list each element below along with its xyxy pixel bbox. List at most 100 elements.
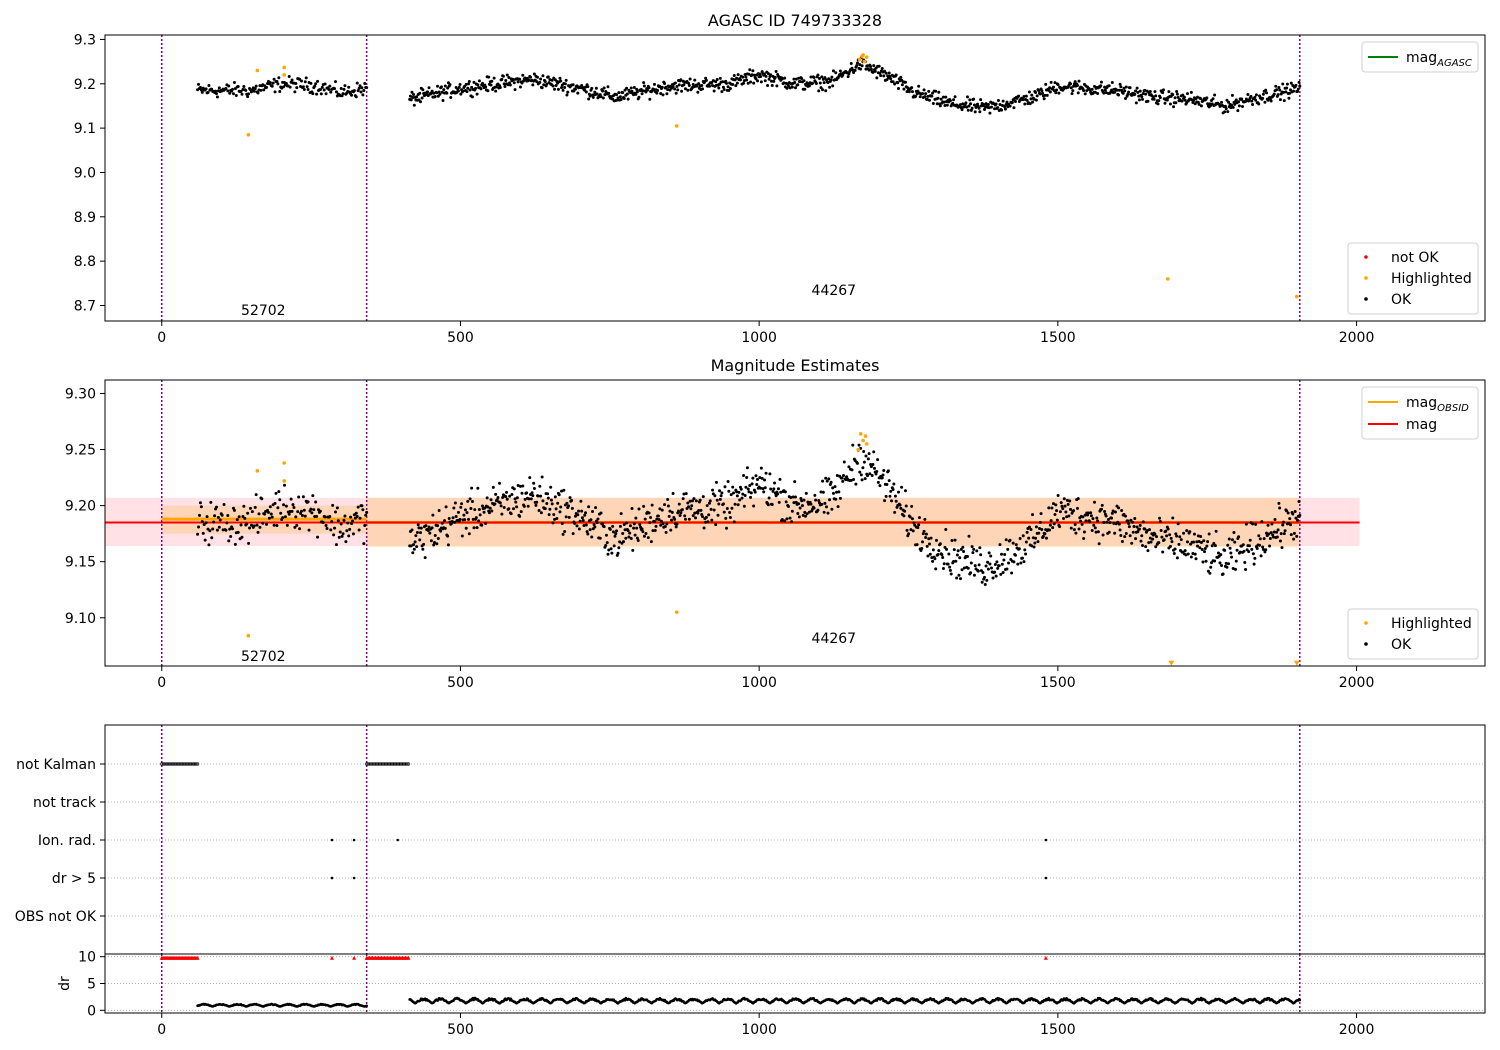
panel2-ok-point — [958, 556, 962, 560]
panel2-ok-point — [333, 510, 337, 514]
panel1-ok-point — [442, 88, 446, 92]
panel2-ok-point — [252, 524, 256, 528]
panel1-ok-point — [714, 80, 718, 84]
panel2-ok-point — [341, 532, 345, 536]
panel2-ok-point — [1165, 534, 1169, 538]
panel2-ok-point — [459, 505, 463, 509]
panel2-ok-point — [624, 536, 628, 540]
panel2-ok-point — [690, 499, 694, 503]
panel1-ok-point — [1041, 91, 1045, 95]
panel1-ok-point — [484, 85, 488, 89]
panel3-flag-point — [181, 762, 185, 766]
panel1-ok-point — [822, 81, 826, 85]
panel1-ok-point — [1127, 90, 1131, 94]
panel2-ok-point — [917, 523, 921, 527]
panel1-ok-point — [821, 88, 825, 92]
panel1-ok-point — [593, 90, 597, 94]
panel2-ok-point — [581, 518, 585, 522]
panel2-ok-point — [297, 495, 301, 499]
panel1-ok-point — [1240, 97, 1244, 101]
panel1-ok-point — [927, 98, 931, 102]
panel1-ok-point — [532, 72, 536, 76]
panel2-ok-point — [959, 547, 963, 551]
panel1-ok-point — [927, 89, 931, 93]
panel1-ok-point — [968, 98, 972, 102]
panel1-ok-point — [792, 77, 796, 81]
panel1-ok-point — [470, 85, 474, 89]
panel2-ok-point — [888, 494, 892, 498]
panel2-ok-point — [1002, 558, 1006, 562]
panel2-highlighted-point — [674, 610, 679, 614]
panel1-ok-point — [756, 79, 760, 83]
panel1-ok-point — [773, 75, 777, 79]
panel2-ok-point — [701, 515, 705, 519]
panel2-ok-point — [265, 522, 269, 526]
panel2-ok-point — [463, 518, 467, 522]
panel3-flag-point — [194, 762, 198, 766]
panel1-ok-point — [586, 85, 590, 89]
panel2-ok-point — [861, 466, 865, 470]
panel1-ok-point — [675, 85, 679, 89]
panel1-ok-point — [294, 81, 298, 85]
panel1-ok-point — [987, 106, 991, 110]
panel1-ok-point — [838, 69, 842, 73]
panel2-ok-point — [1195, 540, 1199, 544]
panel2-ok-point — [1153, 532, 1157, 536]
panel2-ok-point — [467, 532, 471, 536]
panel1-ok-point — [688, 77, 692, 81]
panel1-ok-point — [1175, 90, 1179, 94]
panel2-ok-point — [860, 478, 864, 482]
panel1-ok-point — [943, 103, 947, 107]
panel1-ok-point — [601, 96, 605, 100]
panel2-ok-point — [269, 512, 273, 516]
panel2-ok-point — [1000, 552, 1004, 556]
panel2-ok-point — [217, 525, 221, 529]
panel1-ok-point — [747, 72, 751, 76]
panel2-ok-point — [436, 536, 440, 540]
panel1-ok-point — [313, 84, 317, 88]
panel2-ok-point — [1189, 555, 1193, 559]
panel2-ok-point — [518, 484, 522, 488]
panel2-ok-point — [969, 561, 973, 565]
panel1-ok-point — [742, 79, 746, 83]
panel2-ok-point — [942, 562, 946, 566]
panel2-ok-point — [1084, 519, 1088, 523]
panel2-ok-point — [515, 496, 519, 500]
panel1-ok-point — [746, 81, 750, 85]
panel1-ok-point — [1128, 86, 1132, 90]
panel1-ok-point — [664, 85, 668, 89]
panel1-ok-point — [978, 110, 982, 114]
panel2-ok-point — [692, 497, 696, 501]
panel1-ok-point — [564, 78, 568, 82]
panel2-ok-point — [836, 505, 840, 509]
panel2-ok-point — [1117, 506, 1121, 510]
panel2-ok-point — [707, 513, 711, 517]
panel2-ok-point — [255, 523, 259, 527]
panel2-ok-point — [429, 539, 433, 543]
panel2-ok-point — [1234, 567, 1238, 571]
panel2-ok-point — [995, 560, 999, 564]
panel2-legend-box — [1347, 608, 1479, 660]
panel2-ok-point — [225, 521, 229, 525]
panel2-ok-point — [1289, 533, 1293, 537]
panel4-dr-point — [1047, 996, 1051, 1000]
panel2-ok-point — [642, 504, 646, 508]
panel1-ok-point — [704, 78, 708, 82]
panel1-ok-point — [830, 75, 834, 79]
panel2-ok-point — [816, 508, 820, 512]
panel2-ok-point — [1110, 516, 1114, 520]
panel2-ok-point — [1232, 530, 1236, 534]
panel1-highlighted-point — [674, 124, 679, 128]
panel3-flag-point — [166, 762, 170, 766]
panel1-ok-point — [711, 79, 715, 83]
panel1-ok-point — [853, 68, 857, 72]
panel2-ok-point — [1068, 507, 1072, 511]
panel1-ok-point — [415, 95, 419, 99]
panel4-ytick-label: 0 — [87, 1003, 96, 1019]
panel1-ok-point — [873, 69, 877, 73]
panel2-ok-point — [595, 521, 599, 525]
panel2-ok-point — [1134, 537, 1138, 541]
panel1-ok-point — [359, 90, 363, 94]
panel1-ok-point — [548, 78, 552, 82]
panel1-ok-point — [1274, 84, 1278, 88]
